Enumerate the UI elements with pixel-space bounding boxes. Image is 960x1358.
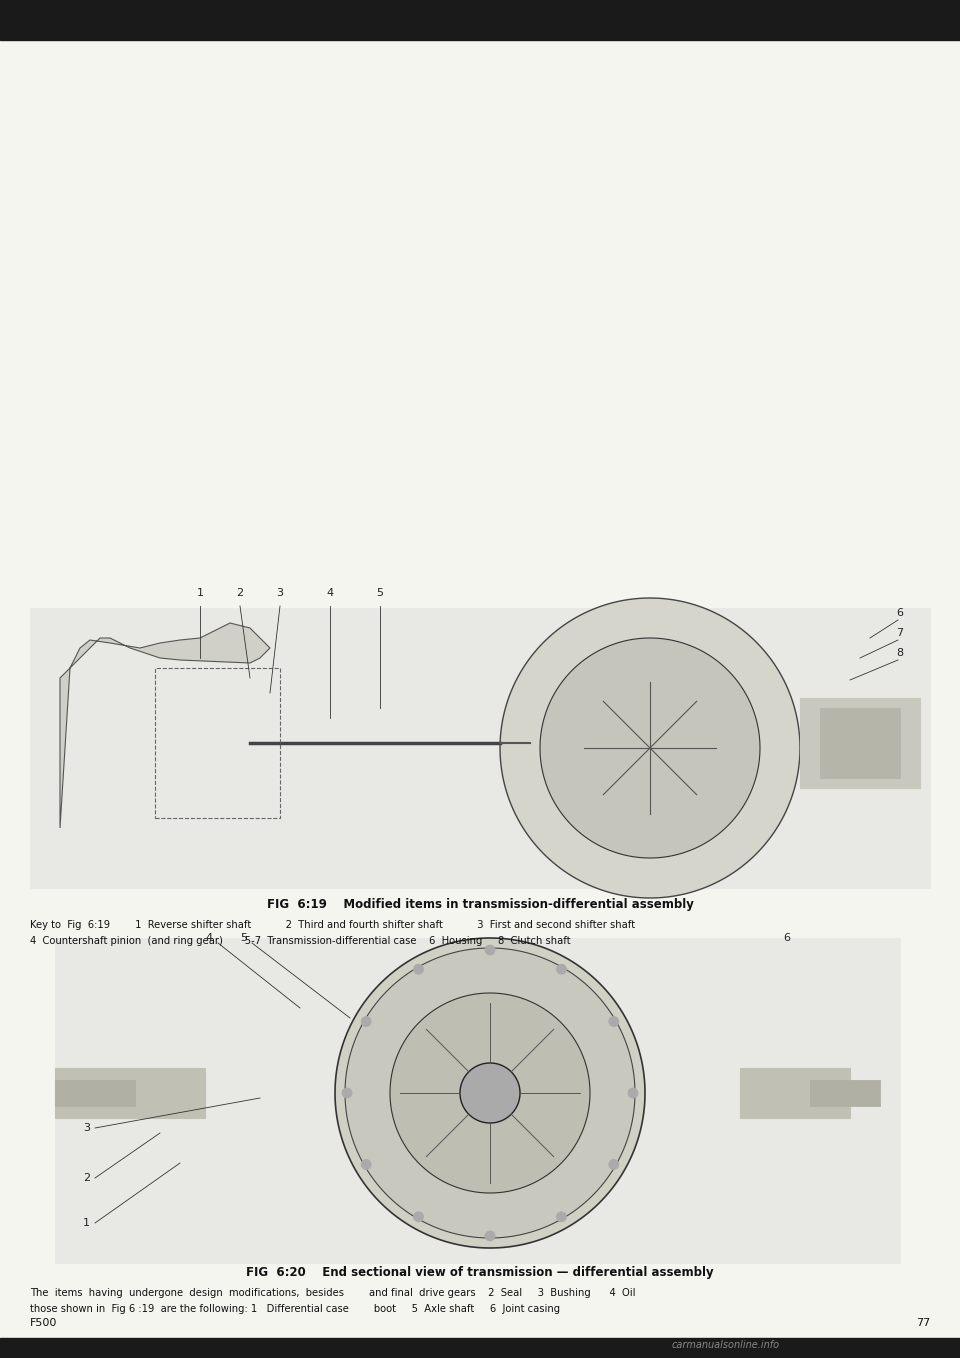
Text: FIG  6:19    Modified items in transmission-differential assembly: FIG 6:19 Modified items in transmission-… (267, 898, 693, 911)
Text: FIG  6:20    End sectional view of transmission — differential assembly: FIG 6:20 End sectional view of transmiss… (246, 1266, 714, 1279)
Polygon shape (345, 948, 635, 1238)
Text: carmanualsonline.info: carmanualsonline.info (672, 1340, 780, 1350)
Bar (810, 1080, 880, 1105)
Circle shape (557, 1211, 566, 1222)
Text: 6: 6 (897, 608, 903, 618)
Text: 8: 8 (897, 648, 903, 659)
Text: 3: 3 (83, 1123, 90, 1133)
Bar (800, 698, 920, 788)
Text: 1: 1 (197, 588, 204, 598)
Text: 3: 3 (276, 588, 283, 598)
Text: 7: 7 (897, 627, 903, 638)
Polygon shape (540, 638, 760, 858)
Polygon shape (500, 598, 800, 898)
Bar (55, 1080, 135, 1105)
Polygon shape (390, 993, 590, 1192)
Text: 2: 2 (83, 1173, 90, 1183)
Bar (30, 608, 930, 888)
Circle shape (557, 964, 566, 974)
Text: those shown in  Fig 6 :19  are the following: 1   Differential case        boot : those shown in Fig 6 :19 are the followi… (30, 1304, 560, 1315)
Circle shape (609, 1017, 619, 1027)
Circle shape (609, 1160, 619, 1169)
Text: 4  Countershaft pinion  (and ring gear)       5-7  Transmission-differential cas: 4 Countershaft pinion (and ring gear) 5-… (30, 936, 570, 947)
Text: 77: 77 (916, 1319, 930, 1328)
Circle shape (361, 1160, 372, 1169)
Text: F500: F500 (30, 1319, 58, 1328)
Polygon shape (335, 938, 645, 1248)
Text: 4: 4 (205, 933, 213, 942)
Circle shape (342, 1088, 352, 1099)
Bar (740, 1067, 850, 1118)
Bar (55, 938, 900, 1263)
Bar (0, 0, 960, 39)
Text: 1: 1 (83, 1218, 90, 1228)
Circle shape (485, 1230, 495, 1241)
Text: 6: 6 (783, 933, 790, 942)
Text: Key to  Fig  6:19        1  Reverse shifter shaft           2  Third and fourth : Key to Fig 6:19 1 Reverse shifter shaft … (30, 919, 636, 930)
Circle shape (414, 1211, 423, 1222)
Circle shape (628, 1088, 638, 1099)
Text: The  items  having  undergone  design  modifications,  besides        and final : The items having undergone design modifi… (30, 1287, 636, 1298)
Bar (0, 1338, 960, 1358)
Circle shape (485, 945, 495, 955)
Bar (55, 1067, 205, 1118)
Circle shape (361, 1017, 372, 1027)
Bar (820, 708, 900, 778)
Text: 5: 5 (240, 933, 247, 942)
Text: 5: 5 (376, 588, 383, 598)
Text: 2: 2 (236, 588, 244, 598)
Polygon shape (60, 623, 270, 828)
Text: 4: 4 (326, 588, 333, 598)
Polygon shape (460, 1063, 520, 1123)
Circle shape (414, 964, 423, 974)
